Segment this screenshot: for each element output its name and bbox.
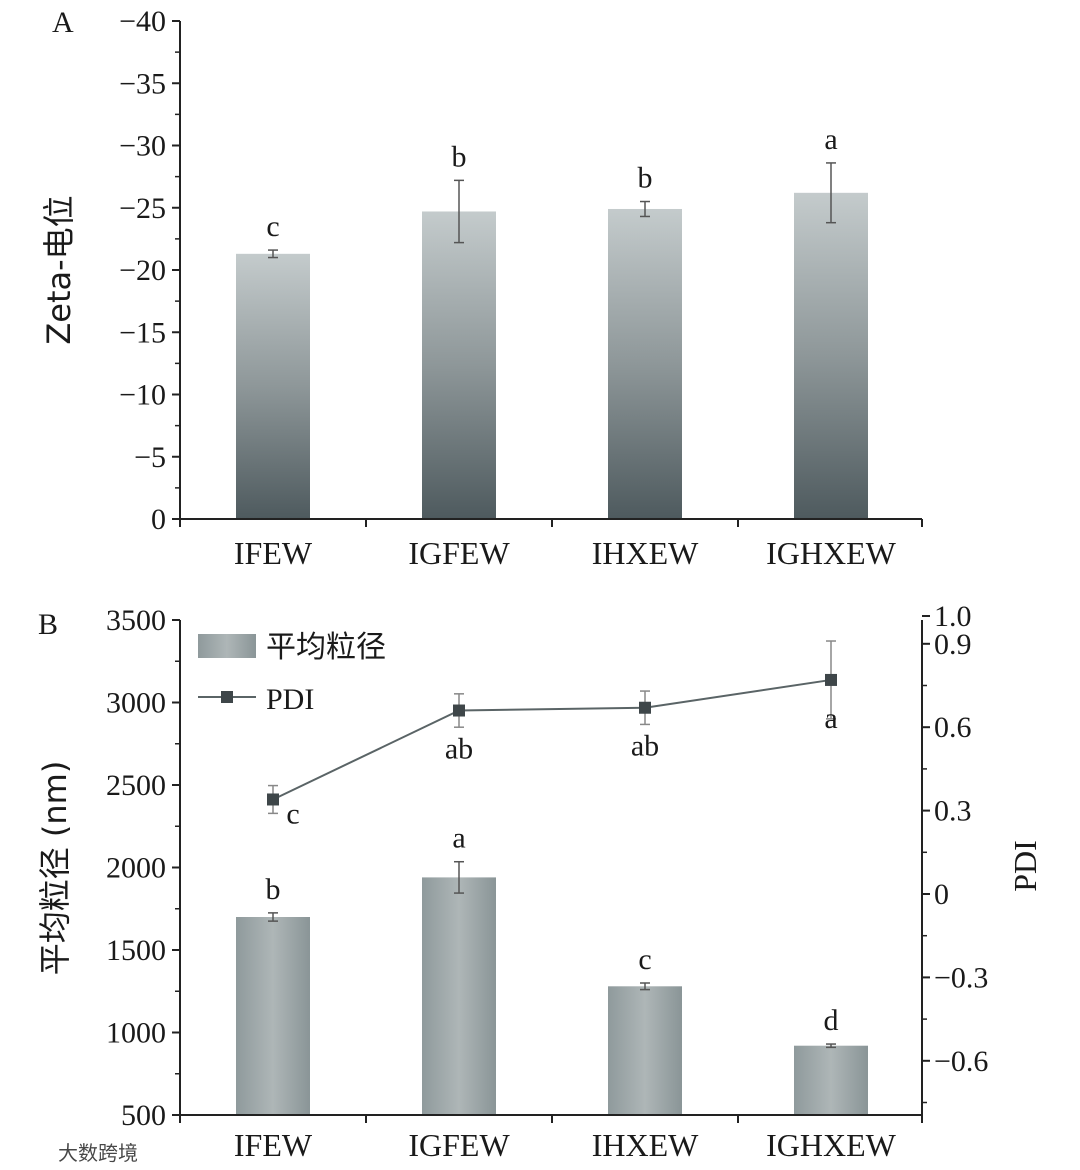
- panel-b-bar-error-bars: [268, 860, 836, 1049]
- panel-a: A 0 −5 −10 −15 −20 −25 −30 −35 −40 IFEW IGFEW IHXE…: [40, 5, 923, 571]
- panel-a-error-bars: [268, 162, 836, 259]
- panel-b-right-y-tick-label: 1.0: [934, 600, 972, 633]
- panel-b-right-y-tick-label: 0.6: [934, 711, 972, 744]
- bar-ifew: [236, 253, 310, 519]
- panel-b-label: B: [38, 608, 58, 641]
- panel-a-y-tick-label: −35: [119, 67, 166, 100]
- bar-letter-igfew: a: [452, 822, 465, 855]
- panel-a-y-tick-label: 0: [151, 503, 166, 536]
- panel-b-left-y-tick-label: 1000: [106, 1017, 166, 1050]
- panel-b-right-y-tick-label: −0.6: [934, 1045, 988, 1078]
- panel-b-x-tick-label: IHXEW: [592, 1127, 699, 1163]
- bar-ighxew: [794, 192, 868, 519]
- panel-b-left-y-tick-label: 2000: [106, 852, 166, 885]
- bar-ifew: [236, 917, 310, 1115]
- panel-a-y-tick-label: −40: [119, 5, 166, 38]
- panel-b-right-y-ticks: −0.6 −0.3 0 0.3 0.6 0.91.0: [922, 600, 988, 1104]
- bar-igfew: [422, 877, 496, 1115]
- panel-a-bars: [236, 192, 868, 520]
- panel-a-significance-letters: c b b a: [266, 123, 837, 243]
- bar-ighxew: [794, 1045, 868, 1115]
- panel-b-bars: [236, 877, 868, 1115]
- panel-b-pdi-line: [267, 640, 837, 815]
- panel-b-right-y-tick-label: −0.3: [934, 961, 988, 994]
- bar-igfew: [422, 211, 496, 520]
- panel-a-label: A: [52, 6, 74, 39]
- panel-a-x-ticks: IFEW IGFEW IHXEW IGHXEW: [179, 519, 923, 571]
- panel-a-y-tick-label: −5: [134, 441, 166, 474]
- panel-b-x-tick-label: IFEW: [234, 1127, 313, 1163]
- pdi-letter-ifew: c: [286, 797, 299, 830]
- panel-b: B 500 1000 1500 2000 2500 3000 3500 −0.6 −0.3 0 0…: [36, 600, 1043, 1163]
- panel-b-left-y-axis-label: 平均粒径 (nm): [36, 761, 74, 976]
- panel-b-left-y-tick-label: 2500: [106, 769, 166, 802]
- panel-b-left-y-tick-label: 3000: [106, 687, 166, 720]
- pdi-series-line: [272, 678, 832, 801]
- panel-a-y-tick-label: −20: [119, 254, 166, 287]
- panel-b-legend: 平均粒径 PDI: [198, 630, 386, 716]
- panel-b-x-tick-label: IGHXEW: [766, 1127, 897, 1163]
- pdi-point-ifew: [267, 793, 279, 806]
- pdi-letter-ighxew: a: [824, 702, 837, 735]
- panel-a-y-tick-label: −30: [119, 130, 166, 163]
- bar-ihxew: [608, 986, 682, 1115]
- legend-line-marker: [221, 691, 233, 703]
- panel-b-right-y-axis-label: PDI: [1007, 840, 1043, 892]
- pdi-point-ighxew: [825, 673, 837, 686]
- panel-b-right-y-tick-label: 0: [934, 878, 949, 911]
- panel-a-y-tick-label: −25: [119, 192, 166, 225]
- panel-a-y-tick-label: −15: [119, 316, 166, 349]
- letter-ifew: c: [266, 210, 279, 243]
- panel-b-right-y-tick-label: 0.3: [934, 795, 972, 828]
- pdi-point-igfew: [453, 704, 465, 717]
- panel-b-x-ticks: IFEW IGFEW IHXEW IGHXEW: [179, 1115, 923, 1163]
- pdi-letter-ihxew: ab: [631, 730, 659, 763]
- panel-b-left-y-ticks: 500 1000 1500 2000 2500 3000 3500: [106, 604, 180, 1132]
- letter-igfew: b: [452, 140, 467, 173]
- panel-a-y-axis-label: Zeta-电位: [40, 195, 78, 344]
- bar-ihxew: [608, 208, 682, 519]
- bar-letter-ighxew: d: [824, 1004, 839, 1037]
- pdi-point-ihxew: [639, 701, 651, 714]
- panel-b-right-y-tick-label: 0.9: [934, 628, 972, 661]
- legend-bar-swatch: [198, 634, 256, 658]
- panel-b-x-tick-label: IGFEW: [408, 1127, 510, 1163]
- bar-letter-ifew: b: [266, 873, 281, 906]
- bar-letter-ihxew: c: [638, 943, 651, 976]
- panel-a-x-tick-label: IGHXEW: [766, 535, 897, 571]
- letter-ihxew: b: [638, 162, 653, 195]
- panel-b-significance-letters: b a c d c ab ab a: [266, 702, 839, 1037]
- panel-a-x-tick-label: IGFEW: [408, 535, 510, 571]
- panel-b-left-y-tick-label: 3500: [106, 604, 166, 637]
- legend-bar-label: 平均粒径: [266, 630, 386, 665]
- legend-line-label: PDI: [266, 683, 314, 716]
- panel-a-x-tick-label: IFEW: [234, 535, 313, 571]
- panel-b-left-y-tick-label: 500: [121, 1099, 166, 1132]
- letter-ighxew: a: [824, 123, 837, 156]
- panel-b-left-y-tick-label: 1500: [106, 934, 166, 967]
- panel-a-y-tick-label: −10: [119, 379, 166, 412]
- pdi-letter-igfew: ab: [445, 733, 473, 766]
- watermark: 大数跨境: [58, 1141, 138, 1165]
- panel-a-y-ticks: 0 −5 −10 −15 −20 −25 −30 −35 −40: [119, 5, 180, 536]
- panel-a-x-tick-label: IHXEW: [592, 535, 699, 571]
